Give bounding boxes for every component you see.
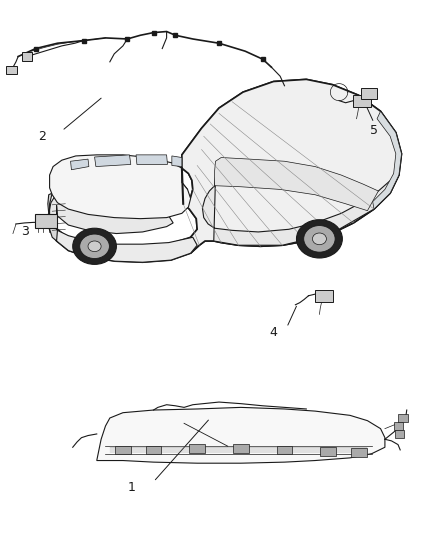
Text: 1: 1 (128, 481, 136, 494)
Ellipse shape (297, 220, 343, 258)
Ellipse shape (80, 234, 110, 259)
Polygon shape (172, 156, 182, 166)
Bar (115, 446, 131, 454)
Bar (146, 446, 161, 454)
Polygon shape (202, 175, 399, 245)
Polygon shape (49, 79, 402, 262)
Bar (353, 95, 371, 107)
Polygon shape (373, 111, 402, 209)
Bar (361, 88, 378, 99)
Bar (189, 444, 205, 453)
Bar (394, 422, 403, 430)
Text: 2: 2 (38, 130, 46, 143)
Bar (320, 447, 336, 456)
Text: 5: 5 (370, 124, 378, 138)
Ellipse shape (73, 228, 117, 264)
Polygon shape (49, 224, 197, 262)
Polygon shape (97, 407, 385, 463)
Polygon shape (136, 155, 167, 165)
Text: 3: 3 (21, 225, 28, 238)
Text: 4: 4 (270, 326, 278, 340)
Bar (7, 66, 17, 74)
Bar (395, 430, 404, 438)
Bar (277, 446, 292, 454)
Polygon shape (182, 79, 402, 253)
Ellipse shape (304, 225, 335, 252)
Polygon shape (71, 159, 89, 169)
Bar (315, 290, 333, 302)
Bar (398, 414, 408, 422)
Bar (233, 444, 249, 453)
Ellipse shape (88, 241, 101, 252)
Polygon shape (49, 175, 187, 241)
Polygon shape (49, 155, 191, 219)
Bar (21, 52, 32, 61)
Polygon shape (95, 155, 131, 166)
Ellipse shape (312, 233, 326, 245)
Polygon shape (215, 158, 378, 211)
Bar (351, 448, 367, 457)
Bar (35, 214, 57, 228)
Polygon shape (48, 193, 57, 241)
